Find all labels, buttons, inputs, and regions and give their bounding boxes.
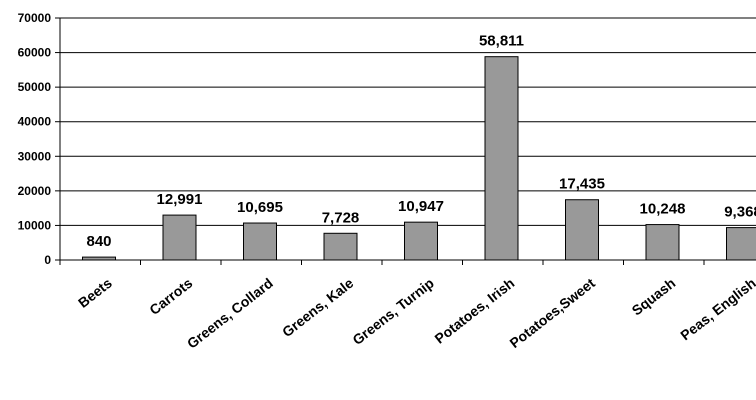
bar — [726, 227, 756, 261]
category-label: Peas, English — [677, 275, 756, 344]
category-label: Beets — [75, 275, 115, 311]
y-tick-label: 10000 — [18, 218, 52, 232]
category-label: Potatoes, Irish — [431, 275, 517, 347]
data-label: 7,728 — [322, 209, 360, 226]
category-label: Greens, Collard — [184, 275, 276, 352]
y-tick-label: 50000 — [18, 80, 52, 94]
bar — [565, 199, 599, 261]
category-label: Potatoes,Sweet — [506, 275, 598, 352]
data-labels: 840 12,991 10,695 7,728 10,947 58,811 17,435 10… — [86, 33, 756, 250]
gridlines — [60, 17, 756, 226]
bar — [404, 221, 438, 261]
data-label: 10,695 — [237, 199, 283, 216]
category-label: Greens, Kale — [279, 275, 356, 340]
y-tick-label: 40000 — [18, 115, 52, 129]
data-label: 840 — [86, 233, 111, 250]
axes — [55, 17, 756, 265]
data-label: 17,435 — [559, 176, 605, 193]
y-tick-label: 20000 — [18, 184, 52, 198]
data-label: 12,991 — [157, 191, 203, 208]
data-label: 10,248 — [640, 201, 686, 218]
y-tick-label: 70000 — [18, 11, 52, 25]
y-tick-label: 0 — [44, 253, 51, 267]
data-label: 58,811 — [479, 33, 524, 50]
y-tick-labels: 0 10000 20000 30000 40000 50000 60000 70000 — [18, 11, 52, 267]
category-label: Greens, Turnip — [349, 275, 437, 348]
bar — [162, 214, 197, 261]
bar — [243, 222, 277, 261]
data-label: 10,947 — [398, 198, 444, 215]
category-label: Carrots — [146, 275, 195, 318]
category-label: Squash — [629, 275, 679, 319]
data-label: 9,368 — [724, 204, 756, 221]
bar — [645, 224, 680, 261]
y-tick-label: 30000 — [18, 149, 52, 163]
y-tick-label: 60000 — [18, 46, 52, 60]
bar — [484, 56, 519, 261]
bars — [82, 56, 756, 261]
bar — [323, 232, 358, 261]
